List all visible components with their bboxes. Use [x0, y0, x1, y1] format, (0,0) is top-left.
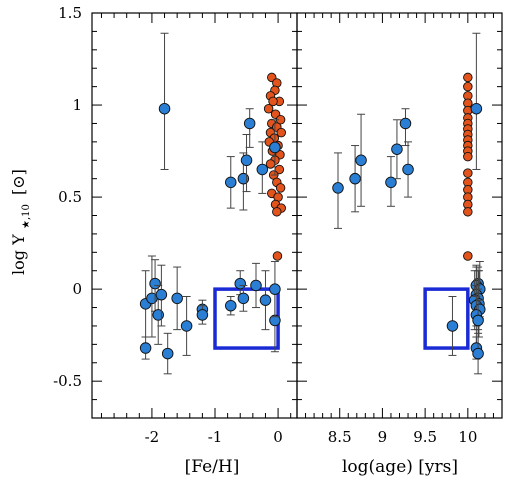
data-point-blue	[355, 154, 367, 167]
x-tick-label: -2	[145, 428, 160, 446]
data-point-blue	[391, 143, 403, 155]
data-point-red	[463, 81, 473, 92]
data-point-blue	[196, 309, 209, 321]
y-tick-label: 0	[72, 280, 82, 298]
x-tick-label: 10	[458, 428, 477, 446]
data-point-red	[463, 251, 473, 261]
y-tick-label: 1.5	[58, 4, 82, 22]
data-point-blue	[152, 309, 164, 321]
x-axis-label-feh: [Fe/H]	[185, 457, 240, 477]
data-point-blue	[402, 163, 414, 176]
data-point-blue	[234, 277, 246, 290]
data-point-blue	[256, 163, 269, 176]
panel-frame	[91, 12, 298, 419]
selection-box	[423, 287, 470, 350]
data-point-red	[268, 96, 278, 107]
data-point-blue	[472, 314, 484, 327]
data-point-blue	[399, 117, 412, 130]
data-point-red	[275, 183, 286, 193]
x-tick-label: 9.5	[413, 428, 437, 446]
y-tick-label: 1	[72, 96, 82, 114]
y-axis-label-subscript: ★,10	[21, 204, 32, 229]
data-point-blue	[243, 117, 256, 130]
y-axis-label: log Υ ★,10 [⊙]	[9, 169, 32, 275]
data-point-blue	[139, 342, 152, 354]
panel-0: -2 -1 0	[91, 12, 298, 446]
data-point-blue	[269, 283, 281, 295]
x-tick-label: 8.5	[328, 428, 352, 446]
data-point-blue	[237, 292, 250, 305]
data-point-blue	[472, 347, 484, 360]
data-point-red	[463, 168, 473, 178]
y-axis-label-unit: [⊙]	[9, 169, 28, 195]
x-axis-label-logage: log(age) [yrs]	[342, 457, 458, 477]
data-point-blue	[146, 292, 158, 305]
data-point-red	[265, 159, 276, 169]
data-point-blue	[180, 320, 193, 332]
data-point-blue	[259, 294, 272, 306]
data-point-blue	[446, 320, 459, 332]
data-point-red	[272, 251, 283, 261]
data-point-red	[276, 127, 286, 138]
data-point-blue	[269, 141, 281, 154]
data-point-blue	[237, 172, 250, 185]
x-tick-label: 0	[273, 428, 283, 446]
data-point-red	[263, 103, 274, 114]
data-point-blue	[158, 102, 171, 115]
data-point-red	[463, 151, 473, 162]
data-point-red	[463, 72, 473, 83]
y-tick-label: -0.5	[53, 372, 82, 390]
panel-1: 8.5 9 9.5 10	[296, 12, 503, 446]
x-tick-label: -1	[208, 428, 223, 446]
y-axis-label-main: log Υ	[9, 234, 28, 275]
data-point-red	[272, 207, 282, 217]
data-point-blue	[470, 102, 483, 115]
data-point-blue	[250, 279, 262, 292]
data-point-blue	[349, 172, 361, 185]
x-tick-label: 9	[378, 428, 388, 446]
data-point-blue	[225, 176, 237, 189]
data-point-blue	[332, 182, 344, 194]
data-point-red	[463, 207, 473, 217]
data-point-blue	[225, 299, 237, 312]
data-point-blue	[161, 347, 174, 360]
panel-frame	[296, 12, 503, 419]
data-point-blue	[385, 176, 397, 189]
data-point-blue	[155, 288, 168, 301]
y-tick-label: 0.5	[58, 188, 82, 206]
data-point-blue	[149, 277, 161, 290]
data-point-blue	[171, 292, 183, 305]
data-point-blue	[240, 154, 253, 167]
